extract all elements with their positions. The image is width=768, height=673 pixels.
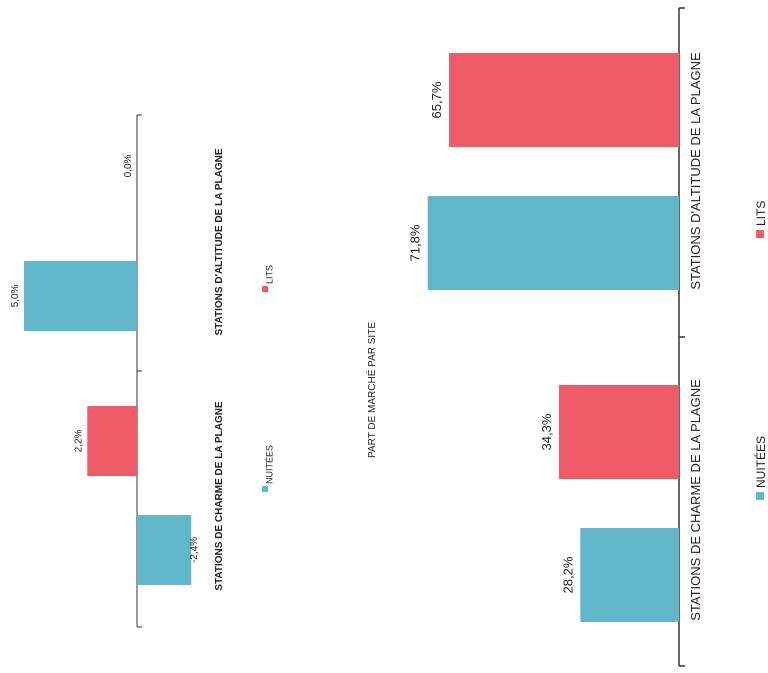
left-legend-nuitees: NUITÉES	[262, 445, 274, 492]
right-category-label-charme: STATIONS DE CHARME DE LA PLAGNE	[688, 379, 703, 621]
right-bar-nuitees-altitude	[427, 196, 679, 290]
left-legend-swatch-nuitees	[262, 486, 268, 492]
left-data-label-lits-altitude: 0,0%	[123, 154, 134, 177]
right-legend-label-lits: LITS	[754, 201, 768, 226]
right-data-label-nuitees-altitude: 71,8%	[408, 224, 423, 261]
right-data-label-lits-altitude: 65,7%	[429, 81, 444, 118]
market-share-chart: 28,2% 34,3% 71,8% 65,7% STATIONS DE CHARME …	[408, 7, 768, 667]
market-share-title: PART DE MARCHÉ PAR SITE	[365, 322, 378, 458]
left-data-label-nuitees-charme: -2,4%	[189, 537, 200, 563]
right-data-label-lits-charme: 34,3%	[539, 413, 554, 450]
right-bar-lits-charme	[558, 385, 679, 479]
left-bar-nuitees-altitude	[24, 261, 137, 331]
right-legend-swatch-nuitees	[756, 492, 764, 500]
right-category-label-altitude: STATIONS D'ALTITUDE DE LA PLAGNE	[688, 52, 703, 290]
left-category-label-charme: STATIONS DE CHARME DE LA PLAGNE	[214, 401, 225, 591]
left-category-label-altitude: STATIONS D'ALTITUDE DE LA PLAGNE	[214, 148, 225, 335]
left-bar-lits-charme	[87, 406, 137, 476]
right-legend-swatch-lits	[756, 230, 764, 238]
right-legend-lits: LITS	[754, 201, 768, 238]
right-legend-nuitees: NUITÉES	[753, 436, 768, 500]
variation-chart: -2,4% 2,2% 5,0% 0,0% STATIONS DE CHARME DE …	[10, 114, 274, 628]
left-bar-nuitees-charme	[137, 515, 192, 585]
left-legend-label-lits: LITS	[264, 265, 274, 284]
right-bar-nuitees-charme	[580, 528, 679, 622]
left-legend-label-nuitees: NUITÉES	[264, 445, 274, 484]
right-legend-label-nuitees: NUITÉES	[753, 436, 768, 488]
left-legend-swatch-lits	[262, 286, 268, 292]
right-bar-lits-altitude	[449, 53, 679, 147]
left-legend-lits: LITS	[262, 265, 274, 292]
right-data-label-nuitees-charme: 28,2%	[560, 556, 575, 593]
left-data-label-lits-charme: 2,2%	[73, 429, 84, 452]
left-data-label-nuitees-altitude: 5,0%	[10, 284, 21, 307]
